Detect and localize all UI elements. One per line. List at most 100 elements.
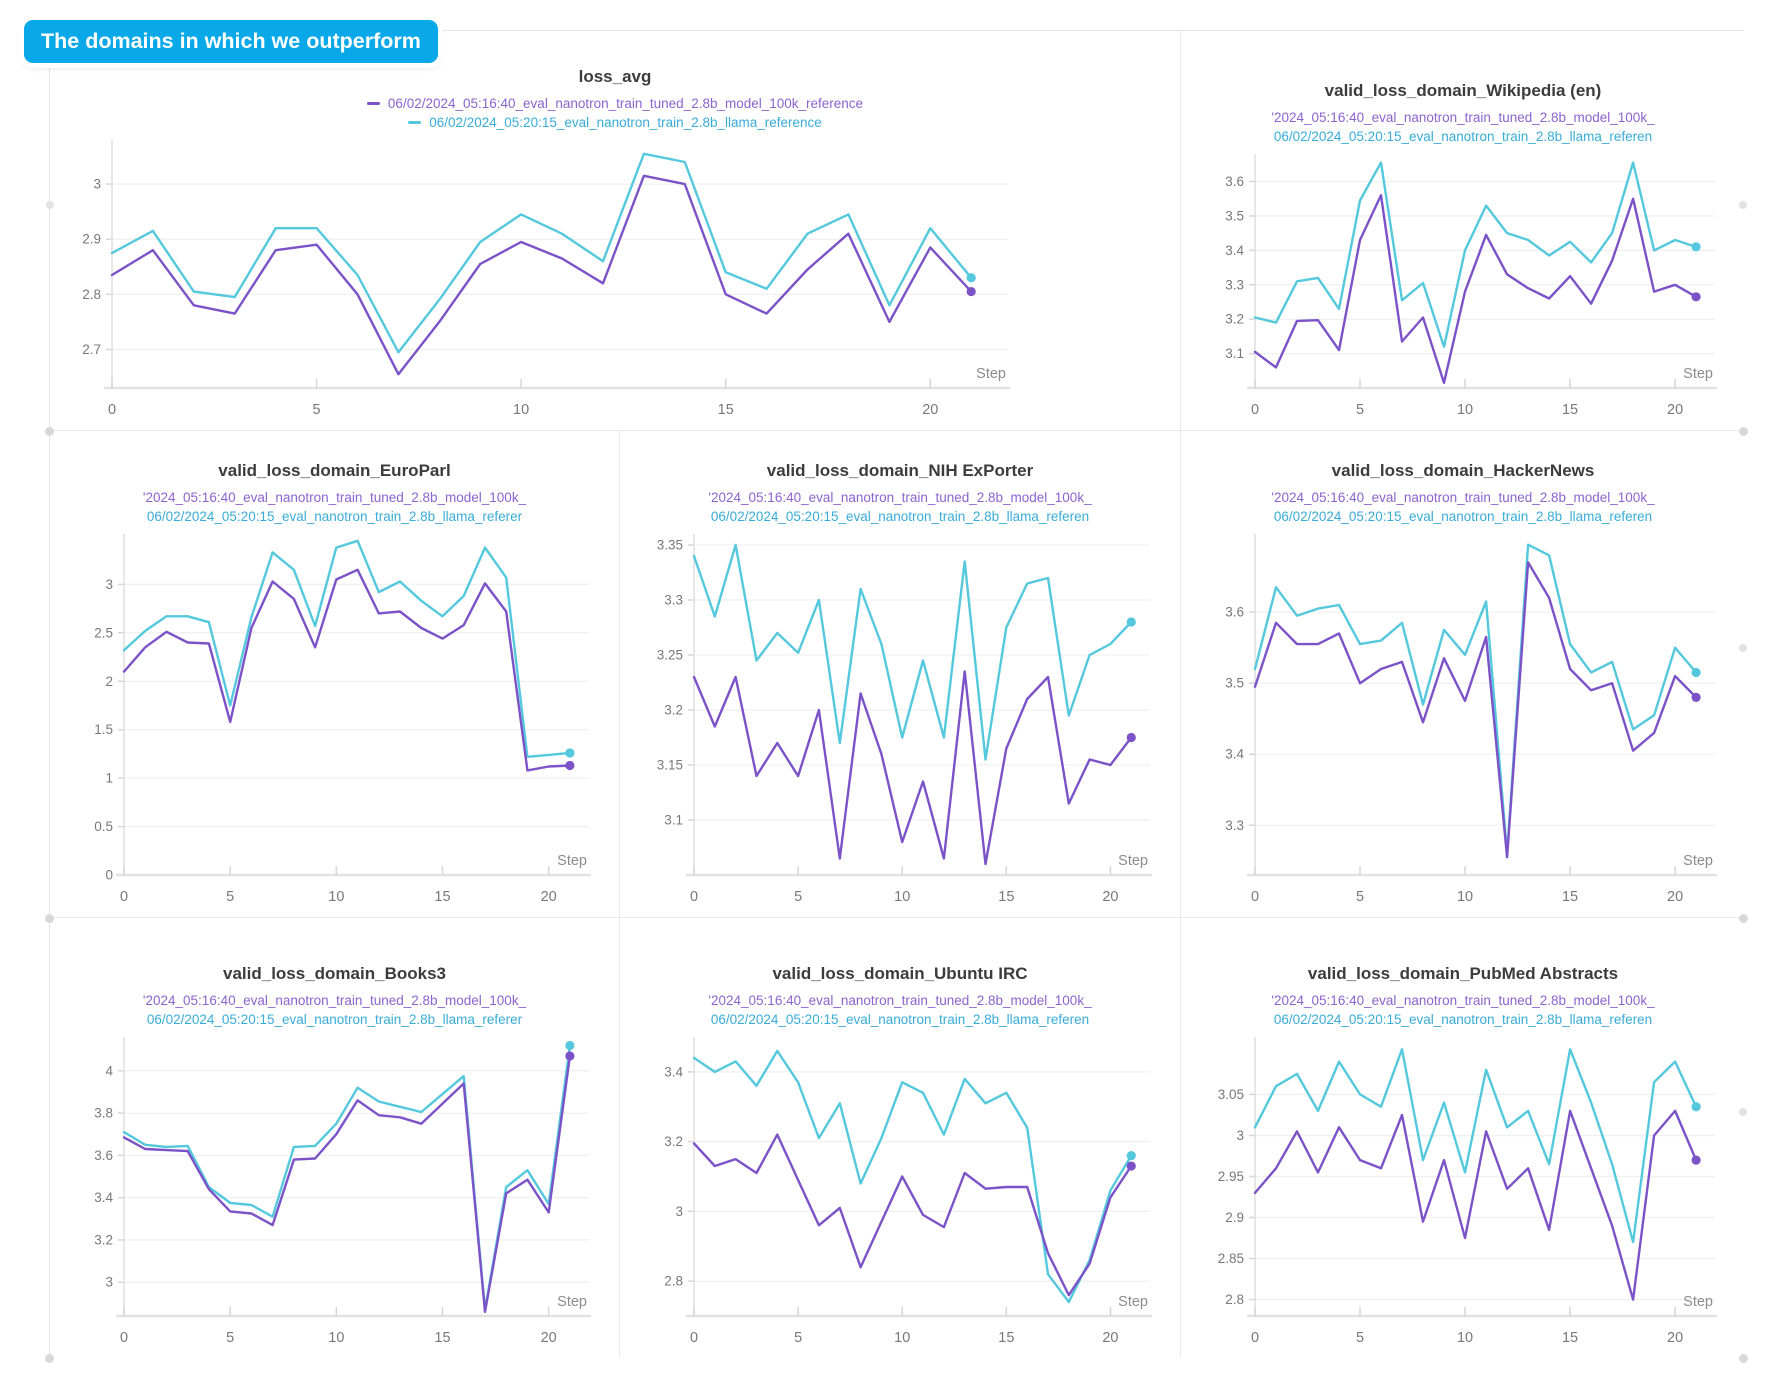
series-line-llama[interactable] — [122, 539, 572, 759]
series-line-tuned[interactable] — [122, 1054, 572, 1313]
legend-entry-tuned[interactable]: '2024_05:16:40_eval_nanotron_train_tuned… — [1181, 991, 1745, 1010]
series-endpoint-tuned[interactable] — [1691, 1155, 1701, 1165]
series-endpoint-tuned[interactable] — [565, 1051, 575, 1061]
legend-entry-llama[interactable]: 06/02/2024_05:20:15_eval_nanotron_train_… — [50, 113, 1180, 132]
series-line-tuned[interactable] — [692, 1133, 1133, 1297]
col-resize-handle[interactable] — [46, 201, 54, 209]
legend-entry-llama[interactable]: 06/02/2024_05:20:15_eval_nanotron_train_… — [50, 1010, 619, 1029]
col-resize-handle[interactable] — [1739, 644, 1747, 652]
line-chart[interactable]: 3 3.2 3.4 3.6 3.8 4 0 5 10 15 20 Step — [50, 1029, 619, 1358]
series-line-llama[interactable] — [1253, 1048, 1698, 1244]
series-line-llama[interactable] — [122, 1044, 572, 1311]
series-endpoint-tuned[interactable] — [565, 760, 575, 771]
row-divider-handle[interactable] — [45, 913, 54, 923]
x-axis-label: Step — [1118, 853, 1148, 869]
series-endpoint-llama[interactable] — [1691, 242, 1701, 252]
x-tick-label: 0 — [690, 889, 698, 905]
series-line-llama[interactable] — [1253, 161, 1698, 348]
series-endpoint-tuned[interactable] — [1126, 732, 1136, 743]
series-endpoint-tuned[interactable] — [966, 286, 976, 297]
chart-panel-wikipedia[interactable]: valid_loss_domain_Wikipedia (en) '2024_0… — [1181, 31, 1745, 431]
series-endpoint-tuned[interactable] — [1691, 692, 1701, 702]
y-tick-label: 3.4 — [664, 1064, 683, 1079]
chart-panel-europarl[interactable]: valid_loss_domain_EuroParl '2024_05:16:4… — [50, 431, 620, 918]
chart-panel-pubmed-abstracts[interactable]: valid_loss_domain_PubMed Abstracts '2024… — [1181, 918, 1745, 1358]
series-endpoint-tuned[interactable] — [1126, 1161, 1136, 1171]
x-axis-label: Step — [1683, 853, 1713, 869]
series-line-tuned[interactable] — [1253, 194, 1698, 385]
x-tick-label: 20 — [922, 402, 938, 418]
y-tick-label: 3.05 — [1218, 1087, 1244, 1102]
row-divider-handle[interactable] — [1739, 1353, 1748, 1363]
chart-panel-books3[interactable]: valid_loss_domain_Books3 '2024_05:16:40_… — [50, 918, 620, 1358]
line-chart[interactable]: 2.8 2.85 2.9 2.95 3 3.05 0 5 10 15 20 Step — [1181, 1029, 1745, 1358]
line-chart[interactable]: 2.8 3 3.2 3.4 0 5 10 15 20 Step — [620, 1029, 1180, 1358]
legend-entry-tuned[interactable]: 06/02/2024_05:16:40_eval_nanotron_train_… — [50, 94, 1180, 113]
legend-label: 06/02/2024_05:20:15_eval_nanotron_train_… — [1273, 509, 1653, 524]
chart-panel-nih-exporter[interactable]: valid_loss_domain_NIH ExPorter '2024_05:… — [620, 431, 1181, 918]
series-endpoint-llama[interactable] — [966, 273, 976, 283]
col-resize-handle[interactable] — [1739, 201, 1747, 209]
line-chart[interactable]: 0 0.5 1 1.5 2 2.5 3 0 5 10 15 20 Step — [50, 526, 619, 917]
x-tick-label: 5 — [313, 402, 321, 418]
x-tick-label: 20 — [1667, 402, 1683, 418]
series-line-tuned[interactable] — [1253, 1109, 1698, 1301]
legend-entry-tuned[interactable]: '2024_05:16:40_eval_nanotron_train_tuned… — [50, 991, 619, 1010]
series-endpoint-llama[interactable] — [565, 1040, 575, 1051]
x-tick-label: 20 — [1667, 1330, 1683, 1346]
legend-entry-tuned[interactable]: '2024_05:16:40_eval_nanotron_train_tuned… — [50, 488, 619, 507]
series-line-llama[interactable] — [110, 152, 973, 354]
chart-panel-ubuntu-irc[interactable]: valid_loss_domain_Ubuntu IRC '2024_05:16… — [620, 918, 1181, 1358]
legend-swatch-cyan-icon — [408, 120, 422, 124]
legend-entry-llama[interactable]: 06/02/2024_05:20:15_eval_nanotron_train_… — [620, 1010, 1180, 1029]
row-divider-handle[interactable] — [45, 1353, 54, 1363]
legend-entry-llama[interactable]: 06/02/2024_05:20:15_eval_nanotron_train_… — [620, 507, 1180, 526]
legend-entry-tuned[interactable]: '2024_05:16:40_eval_nanotron_train_tuned… — [1181, 108, 1745, 127]
series-line-tuned[interactable] — [122, 568, 572, 772]
series-line-tuned[interactable] — [110, 174, 973, 376]
series-endpoint-llama[interactable] — [1126, 617, 1136, 627]
line-chart[interactable]: 3.1 3.15 3.2 3.25 3.3 3.35 0 5 10 15 20 Step — [620, 526, 1180, 917]
x-tick-label: 15 — [998, 889, 1014, 905]
series-line-tuned[interactable] — [1253, 561, 1698, 859]
row-divider-handle[interactable] — [1739, 913, 1748, 923]
y-tick-label: 3.25 — [657, 648, 683, 663]
y-tick-label: 3.6 — [1225, 605, 1244, 620]
series-line-llama[interactable] — [692, 1049, 1133, 1304]
legend-entry-llama[interactable]: 06/02/2024_05:20:15_eval_nanotron_train_… — [1181, 507, 1745, 526]
series-line-llama[interactable] — [1253, 543, 1698, 855]
series-endpoint-llama[interactable] — [1126, 1150, 1136, 1161]
series-endpoint-llama[interactable] — [1691, 667, 1701, 678]
x-tick-label: 5 — [226, 889, 234, 905]
x-axis-label: Step — [1118, 1294, 1148, 1310]
x-axis-label: Step — [976, 366, 1006, 382]
row-divider-handle[interactable] — [1739, 426, 1748, 436]
legend-entry-tuned[interactable]: '2024_05:16:40_eval_nanotron_train_tuned… — [1181, 488, 1745, 507]
series-endpoint-llama[interactable] — [565, 748, 575, 758]
line-chart[interactable]: 3.3 3.4 3.5 3.6 0 5 10 15 20 Step — [1181, 526, 1745, 917]
series-line-tuned[interactable] — [692, 670, 1133, 866]
legend-entry-tuned[interactable]: '2024_05:16:40_eval_nanotron_train_tuned… — [620, 991, 1180, 1010]
row-divider-handle[interactable] — [45, 426, 54, 436]
chart-title: valid_loss_domain_Ubuntu IRC — [772, 964, 1028, 983]
line-chart[interactable]: 3.1 3.2 3.3 3.4 3.5 3.6 0 5 10 15 20 Step — [1181, 146, 1745, 430]
series-endpoint-llama[interactable] — [1691, 1102, 1701, 1112]
series-line-llama[interactable] — [692, 543, 1133, 761]
x-tick-label: 10 — [894, 1330, 910, 1346]
x-tick-label: 10 — [1457, 402, 1473, 418]
legend-label: '2024_05:16:40_eval_nanotron_train_tuned… — [1271, 490, 1655, 505]
col-resize-handle[interactable] — [1739, 1108, 1747, 1116]
y-tick-label: 3.5 — [1225, 208, 1244, 223]
series-endpoint-tuned[interactable] — [1691, 292, 1701, 302]
y-tick-label: 3.1 — [1225, 346, 1244, 361]
chart-panel-hackernews[interactable]: valid_loss_domain_HackerNews '2024_05:16… — [1181, 431, 1745, 918]
y-tick-label: 3.2 — [664, 1134, 683, 1149]
chart-panel-loss-avg[interactable]: loss_avg 06/02/2024_05:16:40_eval_nanotr… — [50, 31, 1181, 431]
legend-entry-llama[interactable]: 06/02/2024_05:20:15_eval_nanotron_train_… — [50, 507, 619, 526]
legend-entry-llama[interactable]: 06/02/2024_05:20:15_eval_nanotron_train_… — [1181, 127, 1745, 146]
legend-entry-llama[interactable]: 06/02/2024_05:20:15_eval_nanotron_train_… — [1181, 1010, 1745, 1029]
line-chart[interactable]: 2.7 2.8 2.9 3 0 5 10 15 20 Step — [50, 132, 1180, 430]
x-tick-label: 15 — [1562, 1330, 1578, 1346]
legend-entry-tuned[interactable]: '2024_05:16:40_eval_nanotron_train_tuned… — [620, 488, 1180, 507]
x-tick-label: 15 — [998, 1330, 1014, 1346]
